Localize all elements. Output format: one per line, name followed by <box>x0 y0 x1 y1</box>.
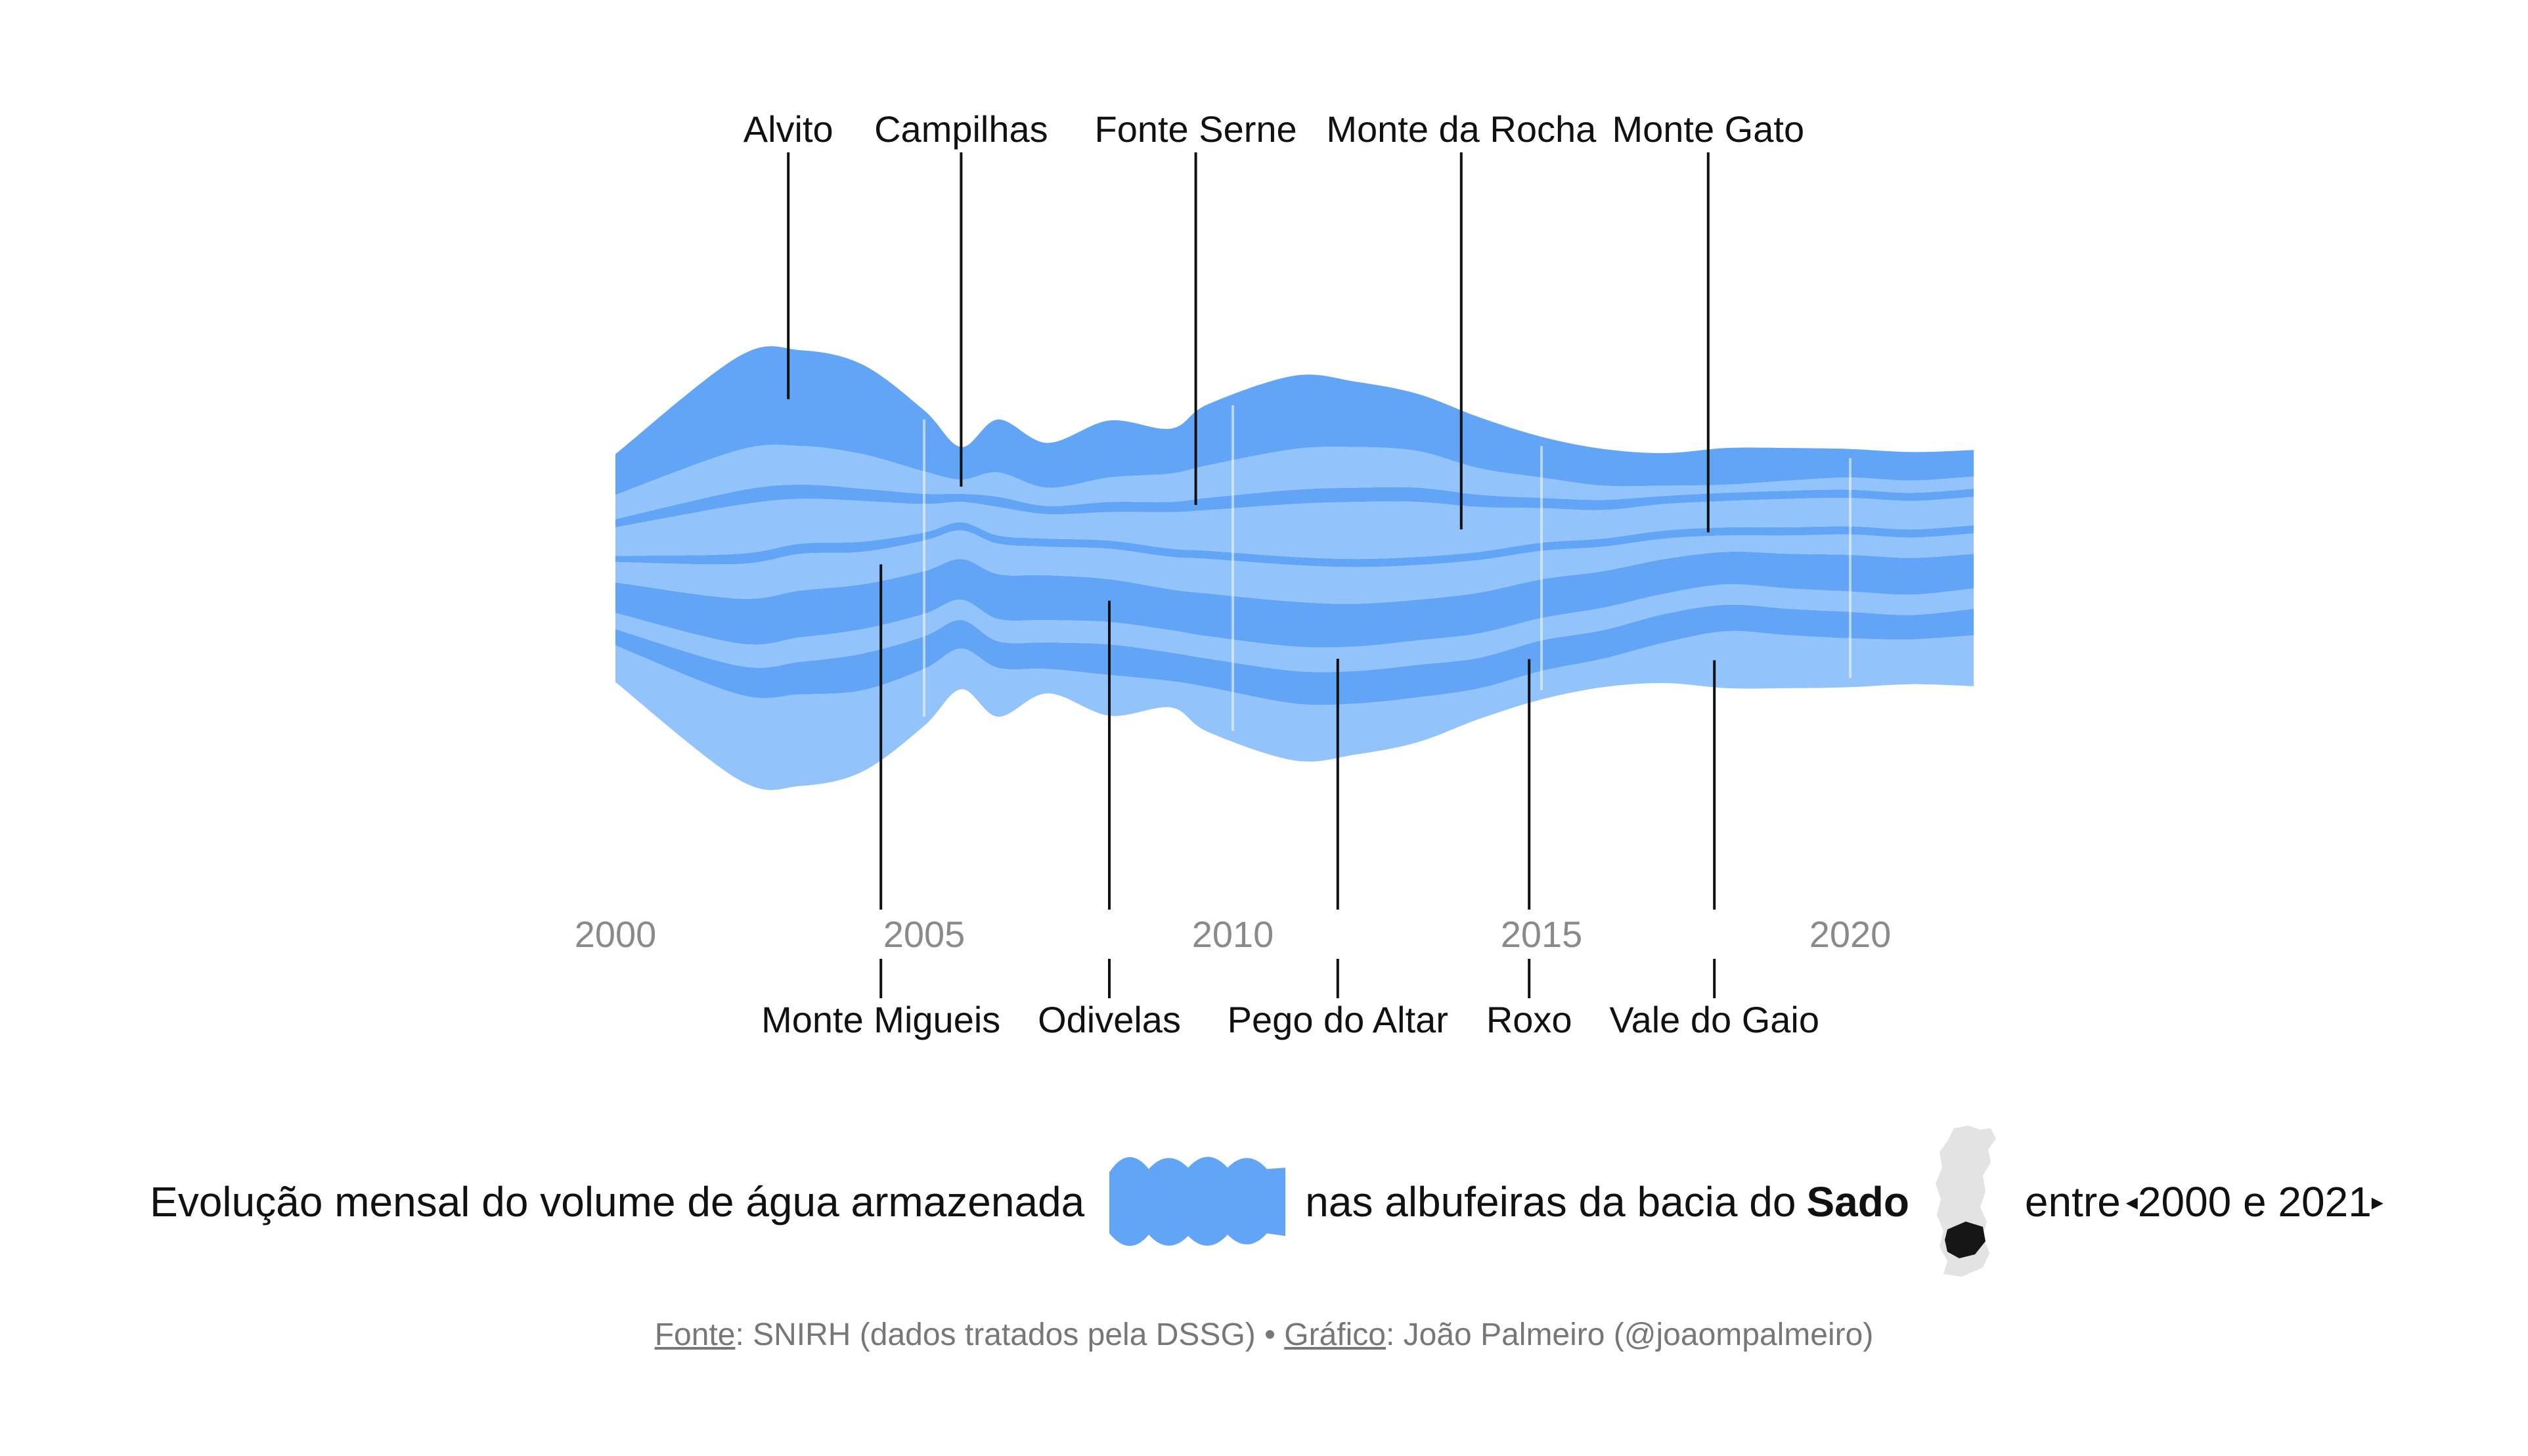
author-text: : João Palmeiro (@joaompalmeiro) <box>1385 1317 1874 1352</box>
triangle-left-icon: ◂ <box>2125 1188 2138 1215</box>
year-label-2015: 2015 <box>1501 914 1583 955</box>
caption-text-before: Evolução mensal do volume de água armaze… <box>150 1178 1085 1225</box>
chart-caption: Evolução mensal do volume de água armaze… <box>0 1116 2528 1287</box>
year-axis-labels: 2000 2005 2010 2015 2020 <box>575 914 1892 955</box>
stream-layer-alvito <box>615 346 1974 495</box>
reservoir-label-odivelas: Odivelas <box>1038 999 1181 1040</box>
stream-layer-pego-do-altar <box>615 584 1974 673</box>
source-label: Fonte <box>654 1317 736 1352</box>
year-label-2000: 2000 <box>575 914 657 955</box>
triangle-right-icon: ▸ <box>2371 1188 2384 1215</box>
source-credits: Fonte: SNIRH (dados tratados pela DSSG) … <box>0 1317 2528 1353</box>
water-stream-icon <box>1109 1157 1286 1246</box>
author-label: Gráfico <box>1284 1317 1386 1352</box>
reservoir-label-roxo: Roxo <box>1486 999 1572 1040</box>
source-text: : SNIRH (dados tratados pela DSSG) • <box>735 1317 1285 1352</box>
reservoir-label-alvito: Alvito <box>743 108 833 150</box>
stream-layers <box>615 346 1974 790</box>
year-label-2010: 2010 <box>1192 914 1274 955</box>
stream-layer-odivelas <box>615 551 1974 648</box>
stream-layer-roxo <box>615 604 1974 705</box>
stream-layer-vale-do-gaio <box>615 630 1974 790</box>
stream-layer-monte-migueis <box>615 530 1974 604</box>
caption-region: Sado <box>1806 1178 1909 1225</box>
caption-text-middle: nas albufeiras da bacia do <box>1305 1178 1796 1225</box>
label-leader-lines <box>787 152 1716 998</box>
reservoir-label-monte-da-rocha: Monte da Rocha <box>1326 108 1597 150</box>
reservoir-label-monte-migueis: Monte Migueis <box>761 999 1000 1040</box>
year-label-2005: 2005 <box>883 914 965 955</box>
caption-period: 2000 e 2021 <box>2137 1178 2372 1225</box>
reservoir-label-pego-do-altar: Pego do Altar <box>1228 999 1448 1040</box>
portugal-map-icon <box>1935 1126 1996 1277</box>
year-gridlines <box>923 405 1852 731</box>
stream-layer-fonte-serne <box>615 484 1974 527</box>
reservoir-label-fonte-serne: Fonte Serne <box>1094 108 1297 150</box>
reservoir-labels: Vale do Gaio Roxo Pego do Altar Odivelas Mon… <box>743 108 1819 1040</box>
reservoir-label-campilhas: Campilhas <box>874 108 1048 150</box>
stream-layer-monte-gato <box>615 522 1974 567</box>
year-label-2020: 2020 <box>1809 914 1892 955</box>
reservoir-label-vale-do-gaio: Vale do Gaio <box>1609 999 1819 1040</box>
stream-layer-campilhas <box>615 445 1974 519</box>
reservoir-label-monte-gato: Monte Gato <box>1612 108 1804 150</box>
stream-layer-monte-da-rocha <box>615 496 1974 560</box>
caption-text-between: entre <box>2024 1178 2121 1225</box>
